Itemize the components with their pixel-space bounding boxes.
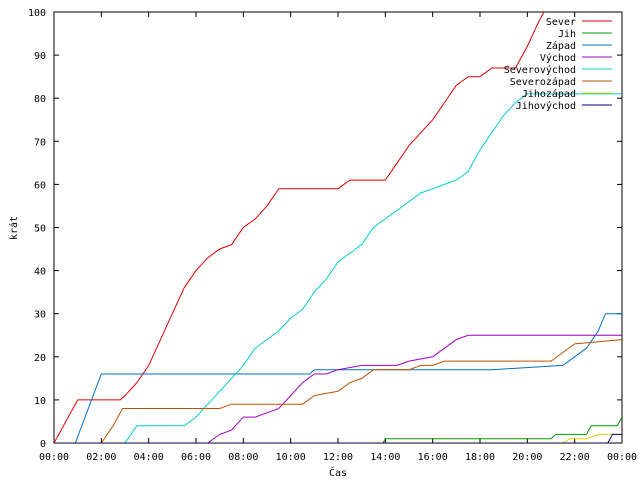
- y-tick-label: 50: [34, 224, 46, 235]
- legend-label-jihozapad: Jihozápad: [522, 88, 576, 100]
- legend-label-jihovychod: Jihovýchod: [516, 100, 576, 112]
- series-lines: [54, 12, 622, 443]
- x-tick-label: 00:00: [39, 452, 69, 463]
- x-tick-label: 06:00: [181, 452, 211, 463]
- y-tick-label: 40: [34, 267, 46, 278]
- x-tick-label: 10:00: [276, 452, 306, 463]
- series-line-jihozapad: [54, 433, 622, 443]
- y-tick-label: 60: [34, 180, 46, 191]
- y-tick-label: 100: [28, 8, 46, 19]
- y-tick-label: 0: [40, 439, 46, 450]
- y-axis-ticks: 0 10 20 30 40 50 60 70 80 90 100: [28, 8, 622, 450]
- legend-label-severozapad: Severozápad: [510, 76, 576, 88]
- x-tick-label: 14:00: [370, 452, 400, 463]
- x-tick-label: 22:00: [560, 452, 590, 463]
- y-tick-label: 10: [34, 396, 46, 407]
- series-line-vychod: [54, 334, 622, 443]
- y-axis-title: krát: [8, 216, 20, 240]
- x-tick-label: 20:00: [512, 452, 542, 463]
- x-tick-label: 12:00: [323, 452, 353, 463]
- x-tick-label: 04:00: [134, 452, 164, 463]
- series-line-jih: [54, 416, 622, 443]
- legend-label-sever: Sever: [546, 17, 576, 28]
- legend-label-vychod: Východ: [540, 52, 576, 64]
- x-axis-title: Čas: [329, 466, 347, 479]
- y-tick-label: 90: [34, 51, 46, 62]
- series-line-jihovychod: [54, 433, 622, 443]
- y-tick-label: 70: [34, 137, 46, 148]
- x-tick-label: 16:00: [418, 452, 448, 463]
- x-tick-label: 02:00: [86, 452, 116, 463]
- legend-label-severovychod: Severovýchod: [504, 64, 576, 76]
- y-tick-label: 80: [34, 94, 46, 105]
- legend-label-zapad: Západ: [546, 40, 576, 52]
- x-tick-label: 18:00: [465, 452, 495, 463]
- series-line-zapad: [54, 313, 622, 443]
- series-line-severovychod: [54, 93, 622, 443]
- legend: SeverJihZápadVýchodSeverovýchodSeverozáp…: [504, 17, 612, 112]
- x-tick-label: 00:00: [607, 452, 637, 463]
- legend-label-jih: Jih: [558, 29, 576, 40]
- x-tick-label: 08:00: [228, 452, 258, 463]
- x-axis-ticks: 00:00 02:00 04:00 06:00 08:00 10:00 12:00 14:00…: [39, 12, 637, 463]
- series-line-sever: [54, 12, 545, 443]
- y-tick-label: 30: [34, 310, 46, 321]
- series-line-severozapad: [54, 339, 622, 443]
- y-tick-label: 20: [34, 353, 46, 364]
